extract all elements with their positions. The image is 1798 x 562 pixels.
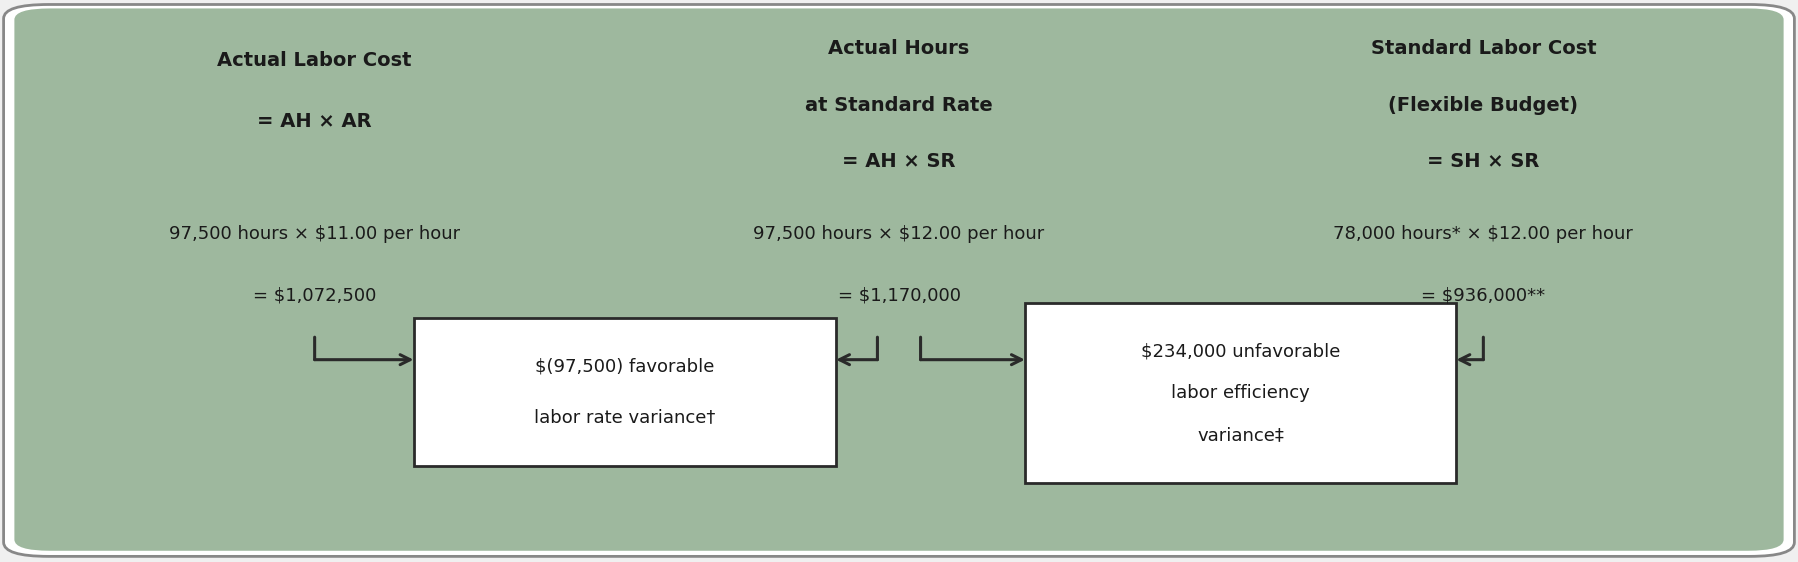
- Text: = AH × AR: = AH × AR: [257, 112, 372, 132]
- Text: labor efficiency: labor efficiency: [1170, 384, 1311, 402]
- Text: = $936,000**: = $936,000**: [1420, 287, 1546, 305]
- Text: Standard Labor Cost: Standard Labor Cost: [1370, 39, 1597, 58]
- Text: = SH × SR: = SH × SR: [1428, 152, 1539, 171]
- Text: Actual Labor Cost: Actual Labor Cost: [218, 51, 412, 70]
- FancyBboxPatch shape: [1025, 303, 1456, 483]
- Text: at Standard Rate: at Standard Rate: [806, 96, 992, 115]
- Text: $(97,500) favorable: $(97,500) favorable: [536, 357, 714, 376]
- Text: (Flexible Budget): (Flexible Budget): [1388, 96, 1579, 115]
- Text: = AH × SR: = AH × SR: [841, 152, 957, 171]
- Text: Actual Hours: Actual Hours: [829, 39, 969, 58]
- Text: 97,500 hours × $12.00 per hour: 97,500 hours × $12.00 per hour: [753, 225, 1045, 243]
- FancyBboxPatch shape: [4, 4, 1794, 556]
- Text: = $1,072,500: = $1,072,500: [254, 287, 376, 305]
- Text: labor rate variance†: labor rate variance†: [534, 408, 716, 427]
- Text: 78,000 hours* × $12.00 per hour: 78,000 hours* × $12.00 per hour: [1334, 225, 1633, 243]
- FancyBboxPatch shape: [14, 8, 1784, 551]
- FancyBboxPatch shape: [414, 318, 836, 466]
- Text: 97,500 hours × $11.00 per hour: 97,500 hours × $11.00 per hour: [169, 225, 460, 243]
- Text: $234,000 unfavorable: $234,000 unfavorable: [1142, 342, 1340, 360]
- Text: variance‡: variance‡: [1197, 427, 1284, 445]
- Text: = $1,170,000: = $1,170,000: [838, 287, 960, 305]
